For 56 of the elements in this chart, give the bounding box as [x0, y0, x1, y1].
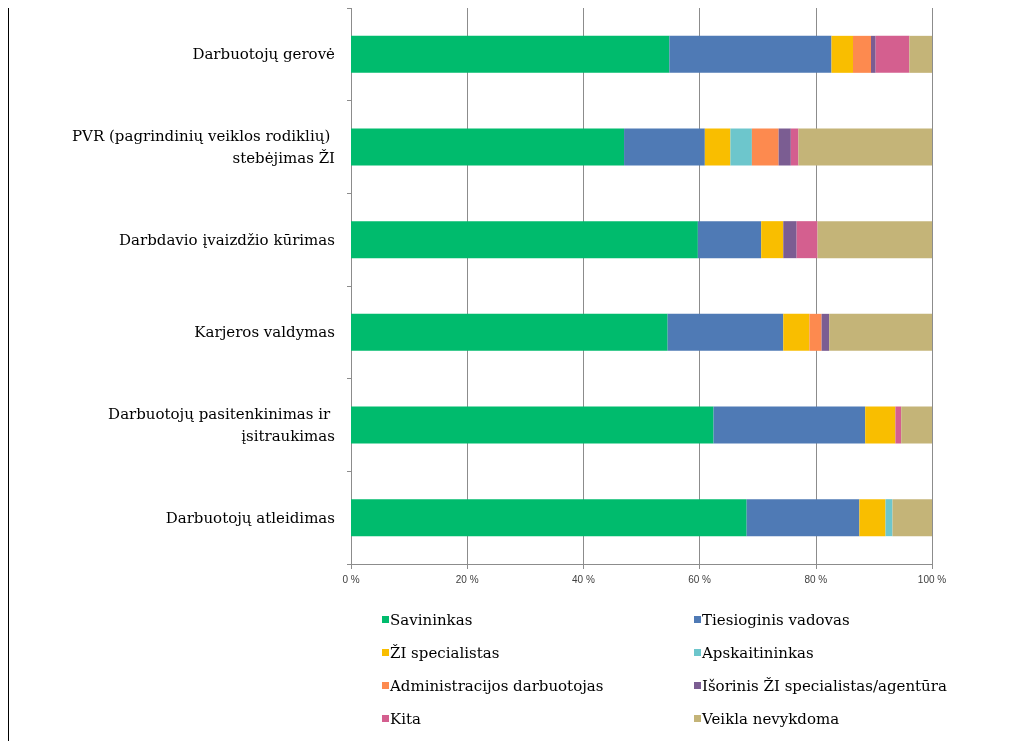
bar [351, 221, 698, 259]
bar [796, 221, 818, 259]
bar [829, 313, 932, 351]
bar [730, 128, 752, 166]
bar [831, 35, 853, 73]
bar [351, 499, 747, 537]
legend-label: Apskaitininkas [701, 643, 814, 662]
bar [351, 406, 714, 444]
bar [865, 406, 896, 444]
bar [790, 128, 799, 166]
bar [351, 128, 625, 166]
legend-label: Administracijos darbuotojas [389, 676, 604, 695]
y-tick-label: Darbuotojų gerovė [192, 45, 336, 64]
bar [761, 221, 784, 259]
x-tick-label: 40 % [572, 573, 595, 585]
y-tick-label: Darbuotojų pasitenkinimas ir įsitraukimas [108, 405, 335, 445]
bar [351, 35, 670, 73]
y-tick-label: PVR (pagrindinių veiklos rodiklių) stebėjimas ŽI [72, 127, 336, 167]
x-tick-label: 0 % [342, 573, 360, 585]
legend-label: Tiesioginis vadovas [702, 610, 850, 629]
bar [783, 221, 797, 259]
legend-label: Išorinis ŽI specialistas/agentūra [702, 676, 947, 695]
x-tick-label: 100 % [917, 573, 947, 585]
legend-label: Kita [390, 709, 422, 728]
bar [713, 406, 866, 444]
bar [351, 313, 668, 351]
bar [852, 35, 871, 73]
bar [783, 313, 810, 351]
bar [624, 128, 705, 166]
bar [751, 128, 779, 166]
legend-label: ŽI specialistas [390, 643, 500, 662]
bar [809, 313, 822, 351]
bar [875, 35, 910, 73]
x-tick-label: 60 % [688, 573, 712, 585]
x-tick-label: 80 % [804, 573, 828, 585]
x-tick-label: 20 % [455, 573, 479, 585]
legend-label: Savininkas [390, 610, 473, 629]
bar [892, 499, 932, 537]
bar [798, 128, 932, 166]
y-tick-label: Darbdavio įvaizdžio kūrimas [119, 230, 335, 249]
bar [778, 128, 791, 166]
bar [669, 35, 832, 73]
bar [871, 35, 876, 73]
y-tick-label: Darbuotojų atleidimas [165, 508, 335, 527]
bar [859, 499, 886, 537]
bar [817, 221, 932, 259]
legend-label: Veikla nevykdoma [701, 709, 840, 728]
y-tick-label: Karjeros valdymas [194, 323, 335, 342]
bar [909, 35, 932, 73]
bar [746, 499, 860, 537]
bar [895, 406, 902, 444]
bar [667, 313, 784, 351]
bar [901, 406, 932, 444]
bar [704, 128, 731, 166]
bar [697, 221, 762, 259]
bar [821, 313, 830, 351]
